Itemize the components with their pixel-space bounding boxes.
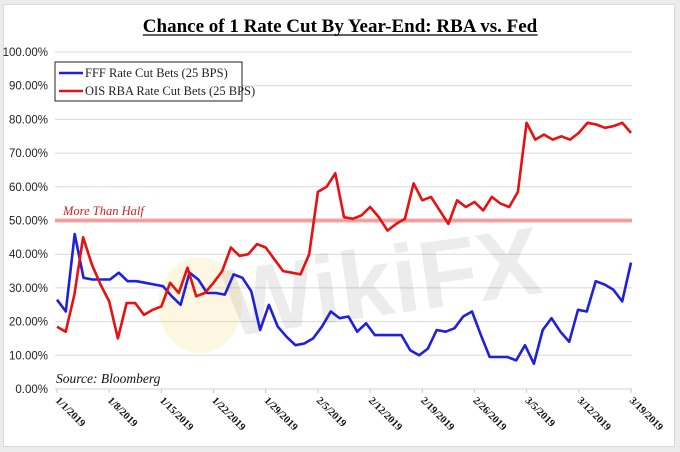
y-tick-label: 100.00% (3, 47, 48, 59)
x-tick-label: 2/26/2019 (470, 395, 508, 433)
x-tick-label: 3/12/2019 (575, 395, 613, 433)
x-tick-label: 2/19/2019 (418, 395, 456, 433)
y-axis: 0.00% 10.00% 20.00% 30.00% 40.00% 50.00% 60.00… (3, 47, 48, 396)
watermark: WikiFX (158, 207, 548, 358)
legend-label-fff: FFF Rate Cut Bets (25 BPS) (85, 66, 228, 80)
x-tick-label: 1/1/2019 (53, 395, 87, 429)
x-tick-label: 2/5/2019 (314, 395, 348, 429)
x-tick-label: 2/12/2019 (366, 395, 404, 433)
y-tick-label: 20.00% (9, 317, 48, 329)
x-tick-label: 3/5/2019 (523, 395, 557, 429)
y-tick-label: 80.00% (9, 114, 48, 126)
annotation-more-than-half: More Than Half (62, 204, 145, 218)
legend: FFF Rate Cut Bets (25 BPS) OIS RBA Rate … (54, 61, 255, 102)
y-tick-label: 60.00% (9, 182, 48, 194)
x-tick-label: 1/8/2019 (105, 395, 139, 429)
x-tick-label: 1/29/2019 (262, 395, 300, 433)
series-lines (55, 121, 633, 366)
watermark-logo (158, 257, 242, 353)
y-tick-label: 50.00% (9, 216, 48, 228)
y-tick-label: 0.00% (15, 384, 48, 396)
x-tick-label: 1/22/2019 (209, 395, 247, 433)
legend-box (54, 61, 243, 102)
legend-label-ois: OIS RBA Rate Cut Bets (25 BPS) (85, 84, 255, 98)
x-axis: 1/1/2019 1/8/2019 1/15/2019 1/22/2019 1/29/2… (53, 388, 665, 433)
source-note: Source: Bloomberg (56, 371, 161, 386)
series-line-fff (55, 232, 633, 366)
y-tick-label: 30.00% (9, 283, 48, 295)
y-tick-label: 10.00% (9, 350, 48, 362)
y-tick-label: 90.00% (9, 81, 48, 93)
y-tick-label: 40.00% (9, 249, 48, 261)
y-tick-label: 70.00% (9, 148, 48, 160)
chart-title: Chance of 1 Rate Cut By Year-End: RBA vs… (143, 16, 538, 37)
x-tick-label: 1/15/2019 (157, 395, 195, 433)
series-line-ois-rba (56, 121, 632, 340)
x-tick-label: 3/19/2019 (627, 395, 665, 433)
